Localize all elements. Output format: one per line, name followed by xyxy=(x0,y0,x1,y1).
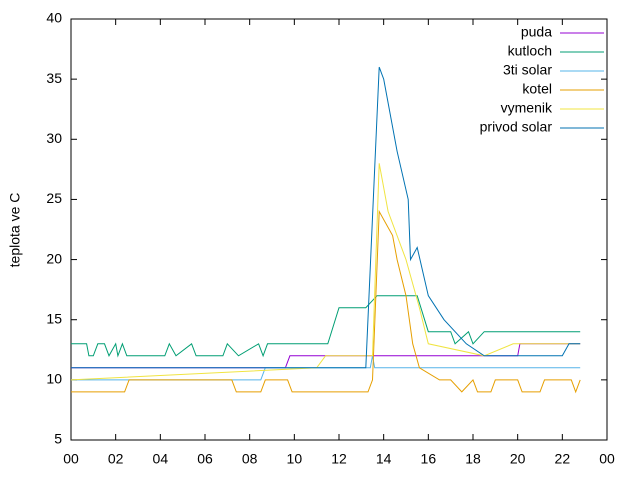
legend-label: kutloch xyxy=(508,43,552,59)
x-tick-label: 22 xyxy=(555,451,571,467)
y-tick-label: 5 xyxy=(54,431,62,447)
y-tick-label: 35 xyxy=(46,70,62,86)
x-tick-label: 14 xyxy=(376,451,392,467)
y-tick-label: 20 xyxy=(46,250,62,266)
y-tick-label: 10 xyxy=(46,371,62,387)
y-tick-label: 25 xyxy=(46,190,62,206)
x-tick-label: 00 xyxy=(63,451,79,467)
y-axis-label: teplota ve C xyxy=(7,193,23,268)
series-line xyxy=(71,355,581,381)
x-tick-label: 06 xyxy=(197,451,213,467)
series-line xyxy=(70,163,581,381)
legend-label: 3ti solar xyxy=(503,62,552,78)
series-line xyxy=(71,295,581,358)
x-tick-label: 04 xyxy=(153,451,169,467)
x-tick-label: 16 xyxy=(421,451,437,467)
series-line xyxy=(71,209,581,394)
legend-label: puda xyxy=(521,24,552,40)
x-tick-label: 20 xyxy=(510,451,526,467)
y-tick-label: 30 xyxy=(46,130,62,146)
legend-label: kotel xyxy=(522,81,552,97)
legend-label: privod solar xyxy=(480,119,553,135)
x-tick-label: 18 xyxy=(465,451,481,467)
series-line xyxy=(71,66,581,369)
y-tick-label: 40 xyxy=(46,10,62,26)
series-line xyxy=(71,343,581,369)
x-tick-label: 02 xyxy=(108,451,124,467)
legend-label: vymenik xyxy=(501,100,553,116)
x-tick-label: 10 xyxy=(287,451,303,467)
y-tick-label: 15 xyxy=(46,310,62,326)
x-tick-label: 00 xyxy=(599,451,615,467)
x-tick-label: 12 xyxy=(331,451,347,467)
x-tick-label: 08 xyxy=(242,451,258,467)
